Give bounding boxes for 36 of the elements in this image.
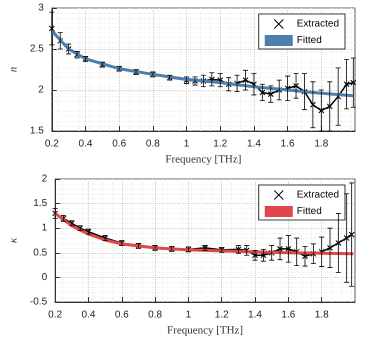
y-tick-label: 2	[38, 84, 44, 96]
y-tick-label: 1.5	[30, 126, 44, 136]
x-tick-label: 1.2	[213, 138, 228, 150]
y-tick-label: 0.5	[33, 247, 48, 258]
x-tick-label: 0.4	[81, 310, 96, 320]
x-tick-label: 1.6	[281, 310, 296, 320]
x-tick-label: 1.6	[280, 138, 296, 150]
x-tick-label: 1.8	[314, 310, 330, 320]
y-tick-label: 1	[42, 222, 48, 234]
y-tick-label: -0.5	[30, 296, 48, 308]
x-tick-label: 0.8	[148, 310, 162, 320]
y-tick-label: 2	[42, 174, 48, 184]
legend-label: Extracted	[296, 190, 340, 200]
y-tick-label: 0	[42, 272, 48, 283]
y-tick-label: 2.5	[30, 44, 44, 54]
legend-label: Fitted	[296, 35, 322, 46]
y-tick-label: 1.5	[33, 198, 48, 210]
x-tick-label: 0.2	[44, 138, 60, 150]
x-tick-label: 0.6	[112, 138, 127, 150]
y-axis-title: n	[8, 66, 20, 72]
y-tick-label: 3	[38, 2, 44, 14]
y-axis-title: κ	[8, 237, 20, 244]
legend-label: Fitted	[296, 206, 322, 217]
x-axis-title: Frequency [THz]	[165, 153, 242, 166]
x-axis-title: Frequency [THz]	[167, 324, 244, 336]
x-tick-label: 1.8	[314, 138, 329, 150]
x-tick-label: 1.2	[214, 310, 230, 320]
x-tick-label: 0.6	[114, 310, 130, 320]
x-tick-label: 1	[184, 138, 190, 150]
x-tick-label: 1	[186, 310, 192, 320]
legend-label: Extracted	[296, 18, 340, 30]
x-tick-label: 0.2	[48, 310, 63, 320]
x-tick-label: 1.4	[248, 310, 262, 320]
x-tick-label: 0.8	[146, 138, 160, 150]
x-tick-label: 0.4	[78, 138, 93, 150]
x-tick-label: 1.4	[246, 138, 262, 150]
